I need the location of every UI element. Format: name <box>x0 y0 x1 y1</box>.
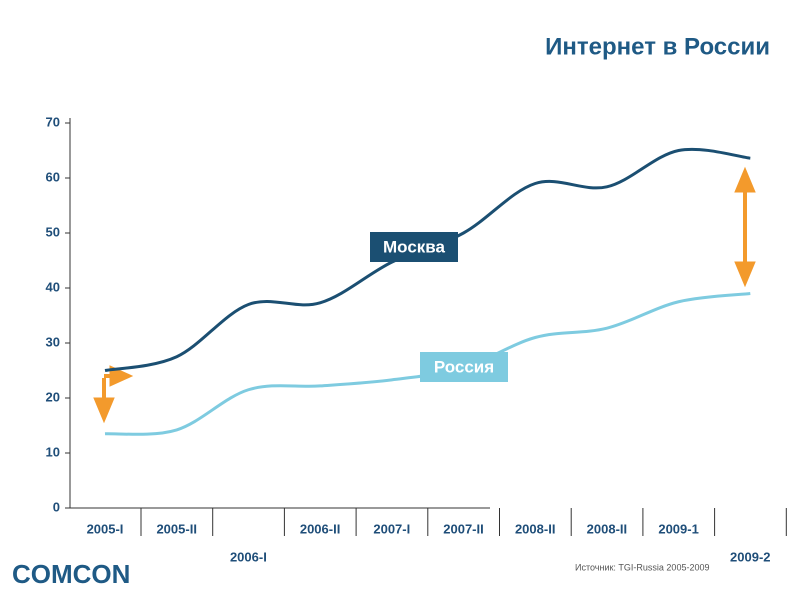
y-tick-label: 20 <box>46 389 60 404</box>
y-tick-label: 40 <box>46 279 60 294</box>
legend-label: Москва <box>383 237 446 256</box>
arrows <box>93 166 756 424</box>
x-tick-label: 2007-I <box>373 521 410 536</box>
x-tick-label: 2006-II <box>300 521 340 536</box>
x-tick-label: 2005-I <box>87 521 124 536</box>
x-tick-label: 2008-II <box>587 521 627 536</box>
chart-title: Интернет в России <box>545 33 770 60</box>
y-tick-label: 50 <box>46 224 60 239</box>
x-tick-label: 2008-II <box>515 521 555 536</box>
y-tick-label: 30 <box>46 334 60 349</box>
x-tick-label: 2009-1 <box>658 521 698 536</box>
y-tick-label: 70 <box>46 114 60 129</box>
y-tick-label: 60 <box>46 169 60 184</box>
logo: COMCON <box>12 559 130 589</box>
y-tick-label: 0 <box>53 499 60 514</box>
source: Источник: TGI-Russia 2005-2009 <box>575 562 709 572</box>
x-tick-label: 2009-2 <box>730 549 770 564</box>
legend-box <box>420 352 508 382</box>
x-tick-label: 2005-II <box>156 521 196 536</box>
y-tick-label: 10 <box>46 444 60 459</box>
legend-box <box>370 232 458 262</box>
x-tick-label: 2006-I <box>230 549 267 564</box>
legend-label: Россия <box>434 357 494 376</box>
x-tick-label: 2007-II <box>443 521 483 536</box>
